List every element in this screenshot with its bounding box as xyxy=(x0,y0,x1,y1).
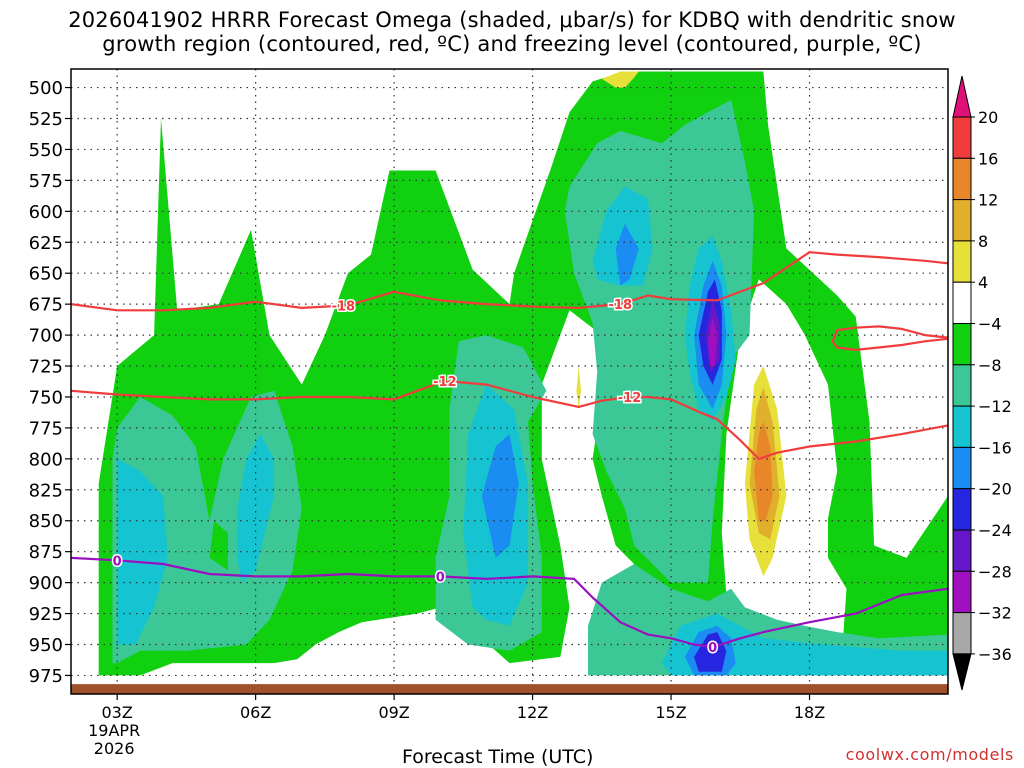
x-tick-label: 06Z xyxy=(240,703,271,722)
colorbar: 20 16 12 8 4 −4 −8 −12 −16 −20 −24 −28 −32 −36 xyxy=(952,75,1012,691)
colorbar-bin xyxy=(952,488,972,531)
contour-label: -18 xyxy=(609,298,633,313)
omega-region xyxy=(754,421,773,521)
y-tick-label: 875 xyxy=(29,542,63,563)
y-tick-label: 700 xyxy=(29,326,63,347)
y-tick-label: 975 xyxy=(29,666,63,687)
y-tick-label: 675 xyxy=(29,295,63,316)
colorbar-label: −4 xyxy=(978,315,1002,334)
colorbar-label: −8 xyxy=(978,356,1002,375)
omega-region xyxy=(576,366,581,410)
y-tick-label: 750 xyxy=(29,387,63,408)
x-tick-label: 03Z xyxy=(101,703,132,722)
isotherm-line xyxy=(71,379,948,460)
y-tick-label: 950 xyxy=(29,635,63,656)
y-tick-label: 650 xyxy=(29,264,63,285)
x-tick-label: 12Z xyxy=(517,703,548,722)
x-tick-label: 18Z xyxy=(794,703,825,722)
colorbar-bin xyxy=(952,281,972,325)
contour-label: -12 xyxy=(618,391,642,406)
omega-region xyxy=(708,316,718,366)
isotherm-line xyxy=(71,251,948,312)
x-tick-label: 15Z xyxy=(655,703,686,722)
colorbar-label: −32 xyxy=(978,604,1012,623)
colorbar-label: 20 xyxy=(978,108,998,127)
y-tick-label: 550 xyxy=(29,140,63,161)
chart-title-line-1: 2026041902 HRRR Forecast Omega (shaded, … xyxy=(68,8,956,32)
colorbar-bin xyxy=(952,240,972,283)
colorbar-label: −16 xyxy=(978,438,1012,457)
contour-lines xyxy=(71,251,948,649)
gridlines xyxy=(71,69,948,694)
colorbar-label: 12 xyxy=(978,191,998,210)
omega-region xyxy=(601,71,639,88)
omega-region xyxy=(209,520,228,571)
freezing-level-line xyxy=(71,556,948,649)
y-tick-label: 775 xyxy=(29,418,63,439)
colorbar-bin xyxy=(952,446,972,490)
contour-labels: -18 -18 -12 -12 0 0 0 xyxy=(111,297,718,658)
contour-label: 0 xyxy=(113,554,122,569)
contour-label: 0 xyxy=(436,570,445,585)
y-tick-label: 725 xyxy=(29,357,63,378)
isotherm-line xyxy=(831,325,948,351)
colorbar-bin xyxy=(952,199,972,242)
contour-label: 0 xyxy=(708,641,717,656)
colorbar-bin xyxy=(952,612,972,655)
colorbar-bin xyxy=(952,157,972,201)
omega-region xyxy=(615,223,639,286)
colorbar-label: 8 xyxy=(978,232,988,251)
y-tick-label: 800 xyxy=(29,449,63,470)
y-tick-label: 625 xyxy=(29,233,63,254)
colorbar-bin xyxy=(952,529,972,572)
colorbar-label: 4 xyxy=(978,273,988,292)
omega-region xyxy=(237,434,275,583)
colorbar-bin xyxy=(952,364,972,407)
contour-label: -18 xyxy=(332,300,356,315)
y-tick-label: 525 xyxy=(29,109,63,130)
x-axis-title: Forecast Time (UTC) xyxy=(402,746,594,768)
colorbar-bin xyxy=(952,323,972,366)
colorbar-label: −20 xyxy=(978,480,1012,499)
plot-border xyxy=(70,68,949,695)
colorbar-top-arrow xyxy=(952,75,972,118)
y-axis: 500 525 550 575 600 625 650 675 700 725 750 775 800 8… xyxy=(29,78,71,687)
colorbar-label: −28 xyxy=(978,562,1012,581)
x-tick-label: 09Z xyxy=(378,703,409,722)
y-tick-label: 850 xyxy=(29,511,63,532)
y-tick-label: 925 xyxy=(29,604,63,625)
contour-label: -12 xyxy=(433,375,457,390)
y-tick-label: 825 xyxy=(29,480,63,501)
plot-frame xyxy=(70,68,949,695)
credit-text: coolwx.com/models xyxy=(845,745,1014,764)
terrain-band xyxy=(71,684,948,694)
colorbar-bin xyxy=(952,405,972,448)
colorbar-bin xyxy=(952,570,972,614)
colorbar-label: −24 xyxy=(978,521,1012,540)
omega-region xyxy=(694,632,727,672)
colorbar-bottom-arrow xyxy=(952,653,972,691)
colorbar-bin xyxy=(952,116,972,159)
chart-title-line-2: growth region (contoured, red, ºC) and f… xyxy=(102,32,922,56)
colorbar-label: −36 xyxy=(978,645,1012,664)
x-tick-date: 19APR xyxy=(88,721,140,740)
y-tick-label: 600 xyxy=(29,202,63,223)
omega-shading xyxy=(98,71,948,676)
colorbar-label: −12 xyxy=(978,397,1012,416)
omega-region xyxy=(481,434,519,558)
y-tick-label: 575 xyxy=(29,171,63,192)
terrain-surface xyxy=(71,684,948,694)
colorbar-label: 16 xyxy=(978,149,998,168)
y-tick-label: 900 xyxy=(29,573,63,594)
y-tick-label: 500 xyxy=(29,78,63,99)
x-tick-year: 2026 xyxy=(94,739,135,758)
